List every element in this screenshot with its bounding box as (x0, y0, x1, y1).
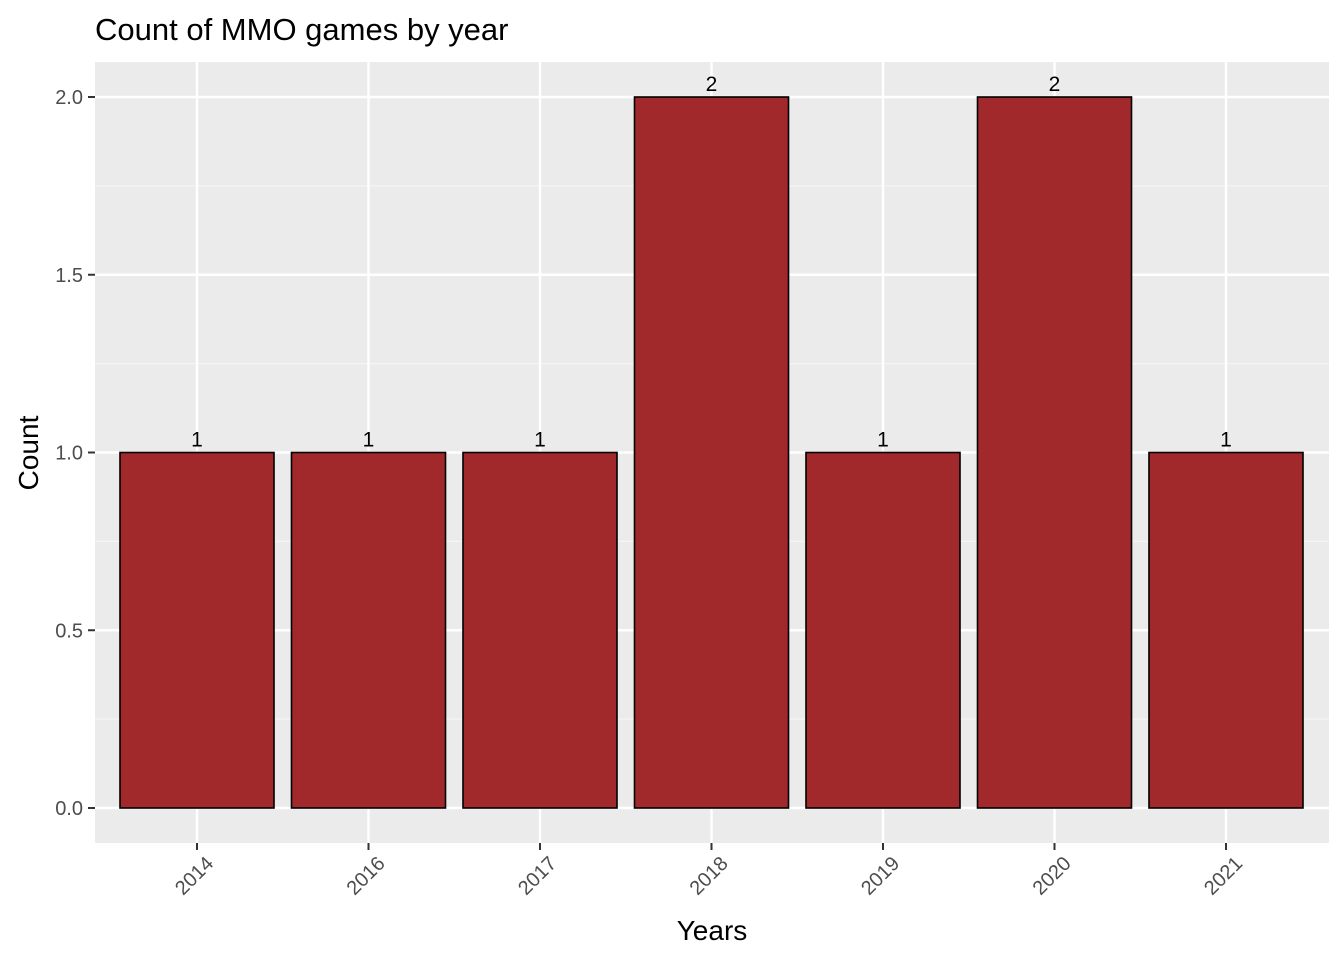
bar-2021 (1148, 451, 1304, 809)
bar-2017 (462, 451, 618, 809)
data-label: 1 (534, 429, 546, 452)
y-tick-label: 0.0 (55, 798, 83, 820)
x-axis: 2014 2016 2017 2018 2019 2020 2021 (171, 843, 1247, 900)
data-label: 2 (1049, 73, 1061, 96)
x-tick-label: 2017 (514, 853, 561, 900)
y-tick-label: 1.0 (55, 443, 83, 465)
data-label: 1 (1220, 429, 1232, 452)
y-tick-label: 1.5 (55, 265, 83, 287)
x-tick-label: 2020 (1029, 853, 1076, 900)
bar-2018 (633, 96, 790, 809)
y-tick-label: 0.5 (55, 620, 83, 642)
data-label: 2 (706, 73, 718, 96)
x-tick-label: 2021 (1200, 853, 1247, 900)
data-labels: 1 1 1 2 1 2 1 (191, 73, 1232, 452)
y-axis: 0.0 0.5 1.0 1.5 2.0 (55, 87, 95, 820)
x-tick-label: 2014 (171, 853, 218, 900)
x-tick-label: 2018 (686, 853, 733, 900)
bar-2019 (805, 451, 961, 809)
data-label: 1 (363, 429, 375, 452)
x-tick-label: 2019 (857, 853, 904, 900)
y-axis-title: Count (13, 415, 44, 490)
x-tick-label: 2016 (343, 853, 390, 900)
data-label: 1 (191, 429, 203, 452)
bar-2014 (119, 451, 275, 809)
bar-series (119, 96, 1304, 809)
y-tick-label: 2.0 (55, 87, 83, 109)
chart-title: Count of MMO games by year (95, 12, 509, 47)
data-label: 1 (877, 429, 889, 452)
x-axis-title: Years (677, 915, 748, 946)
bar-2016 (290, 451, 447, 809)
bar-2020 (976, 96, 1133, 809)
